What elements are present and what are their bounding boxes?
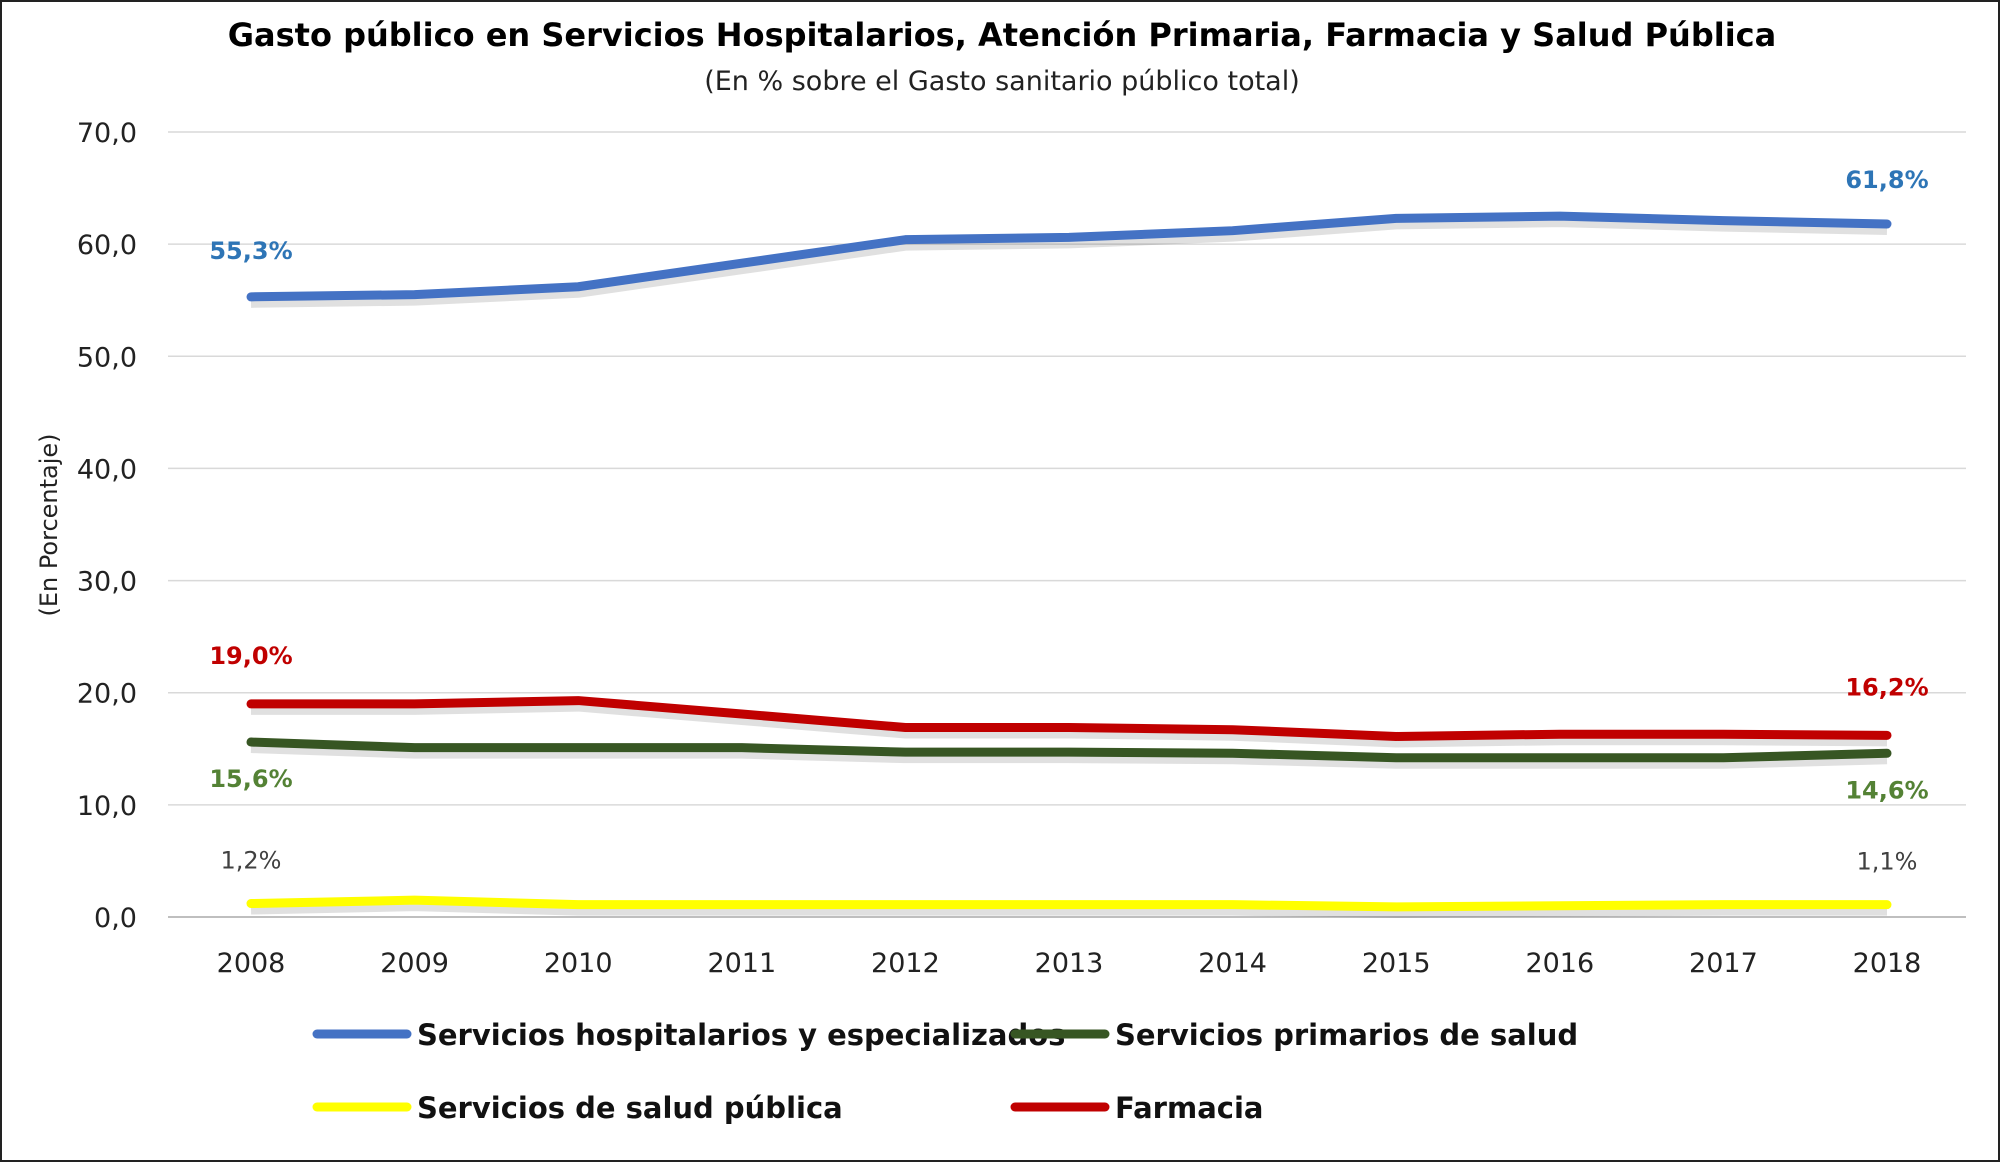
x-tick-label: 2017 <box>1689 948 1758 979</box>
x-tick-label: 2016 <box>1525 948 1594 979</box>
chart-subtitle: (En % sobre el Gasto sanitario público t… <box>704 66 1300 97</box>
series-shadow <box>250 217 1888 308</box>
series-shadow <box>250 743 1888 769</box>
legend-label: Farmacia <box>1115 1091 1263 1125</box>
chart-title: Gasto público en Servicios Hospitalarios… <box>228 16 1776 54</box>
y-tick-label: 30,0 <box>77 567 137 598</box>
series-line-2 <box>246 737 1892 763</box>
x-tick-label: 2013 <box>1035 948 1104 979</box>
x-tick-label: 2008 <box>217 948 286 979</box>
series-line-1 <box>246 211 1892 302</box>
series-shadow <box>250 901 1887 918</box>
legend-label: Servicios hospitalarios y especializados <box>417 1018 1065 1052</box>
data-label-last: 16,2% <box>1845 673 1928 701</box>
data-label-last: 61,8% <box>1845 166 1928 194</box>
y-tick-label: 70,0 <box>77 118 137 149</box>
data-label-last: 1,1% <box>1857 848 1918 876</box>
x-tick-label: 2014 <box>1198 948 1267 979</box>
data-label-last: 14,6% <box>1845 776 1928 804</box>
y-tick-label: 10,0 <box>77 791 137 822</box>
y-axis-label: (En Porcentaje) <box>35 433 63 616</box>
data-label-first: 55,3% <box>209 237 292 265</box>
x-tick-label: 2010 <box>544 948 613 979</box>
x-tick-label: 2011 <box>707 948 776 979</box>
y-tick-label: 60,0 <box>77 230 137 261</box>
x-tick-label: 2015 <box>1362 948 1431 979</box>
legend-label: Servicios primarios de salud <box>1115 1018 1578 1052</box>
series-shadow <box>251 701 1888 748</box>
y-tick-label: 20,0 <box>77 679 137 710</box>
data-label-first: 15,6% <box>209 765 292 793</box>
x-tick-label: 2012 <box>871 948 940 979</box>
data-label-first: 1,2% <box>221 847 282 875</box>
series-line-4 <box>246 696 1892 741</box>
x-tick-label: 2009 <box>380 948 449 979</box>
y-tick-label: 40,0 <box>77 454 137 485</box>
x-tick-label: 2018 <box>1853 948 1922 979</box>
series-line-3 <box>246 895 1892 912</box>
y-tick-label: 0,0 <box>94 903 137 934</box>
y-tick-label: 50,0 <box>77 342 137 373</box>
legend-label: Servicios de salud pública <box>417 1091 843 1125</box>
data-label-first: 19,0% <box>209 642 292 670</box>
